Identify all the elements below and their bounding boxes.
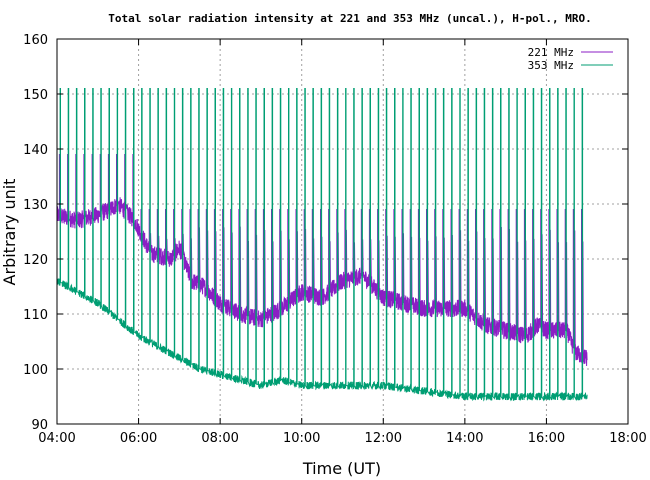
x-tick-label: 10:00 <box>283 431 320 446</box>
x-tick-label: 14:00 <box>446 431 483 446</box>
y-tick-label: 150 <box>23 88 48 103</box>
grid <box>57 39 628 424</box>
y-tick-label: 120 <box>23 253 48 268</box>
y-axis-label: Arbitrary unit <box>0 179 19 286</box>
y-tick-label: 140 <box>23 143 48 158</box>
x-tick-label: 12:00 <box>365 431 402 446</box>
x-tick-label: 16:00 <box>528 431 565 446</box>
plot-series <box>56 88 588 402</box>
chart-title: Total solar radiation intensity at 221 a… <box>108 12 591 25</box>
y-tick-label: 90 <box>31 418 48 433</box>
x-tick-label: 06:00 <box>120 431 157 446</box>
x-axis-label: Time (UT) <box>302 459 381 478</box>
y-tick-label: 110 <box>23 308 48 323</box>
legend-label: 221 MHz <box>528 46 574 59</box>
axis-ticks: 90 100 110 120 130 140 150 160 04:00 06:00 08:00 10… <box>23 33 647 446</box>
y-tick-label: 100 <box>23 363 48 378</box>
x-tick-label: 18:00 <box>609 431 646 446</box>
plot-frame <box>56 38 629 425</box>
legend-label: 353 MHz <box>528 59 574 72</box>
y-tick-label: 130 <box>23 198 48 213</box>
y-tick-label: 160 <box>23 33 48 48</box>
series-line-353mhz <box>56 88 588 402</box>
x-tick-label: 04:00 <box>38 431 75 446</box>
x-tick-label: 08:00 <box>201 431 238 446</box>
